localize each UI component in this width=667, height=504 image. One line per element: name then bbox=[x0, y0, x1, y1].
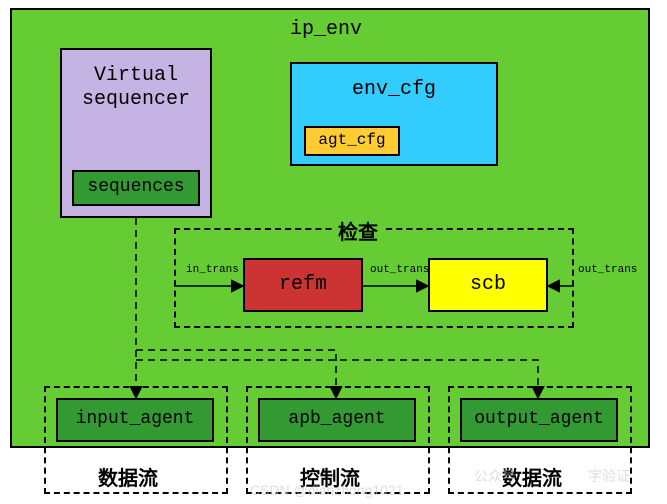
watermark-2: 字验证 bbox=[588, 466, 630, 486]
edge-label-out-to-scb: out_trans bbox=[578, 264, 637, 276]
watermark-1: 公众号 bbox=[474, 466, 516, 486]
apb_agent-node: apb_agent bbox=[258, 398, 416, 442]
agt_cfg-node: agt_cfg bbox=[304, 126, 400, 156]
input_group-label: 数据流 bbox=[92, 462, 164, 491]
input_agent-node: input_agent bbox=[56, 398, 214, 442]
watermark-0: CSDN @dianzhong1021 bbox=[250, 482, 404, 498]
refm-node: refm bbox=[243, 258, 363, 312]
output_agent-node: output_agent bbox=[460, 398, 618, 442]
scb-node: scb bbox=[428, 258, 548, 312]
ip-env-title: ip_env bbox=[290, 18, 362, 41]
edge-label-refm-to-scb: out_trans bbox=[370, 264, 429, 276]
check_group-label: 检查 bbox=[332, 216, 384, 245]
sequences-node: sequences bbox=[72, 170, 200, 206]
edge-label-in-to-refm: in_trans bbox=[186, 264, 239, 276]
